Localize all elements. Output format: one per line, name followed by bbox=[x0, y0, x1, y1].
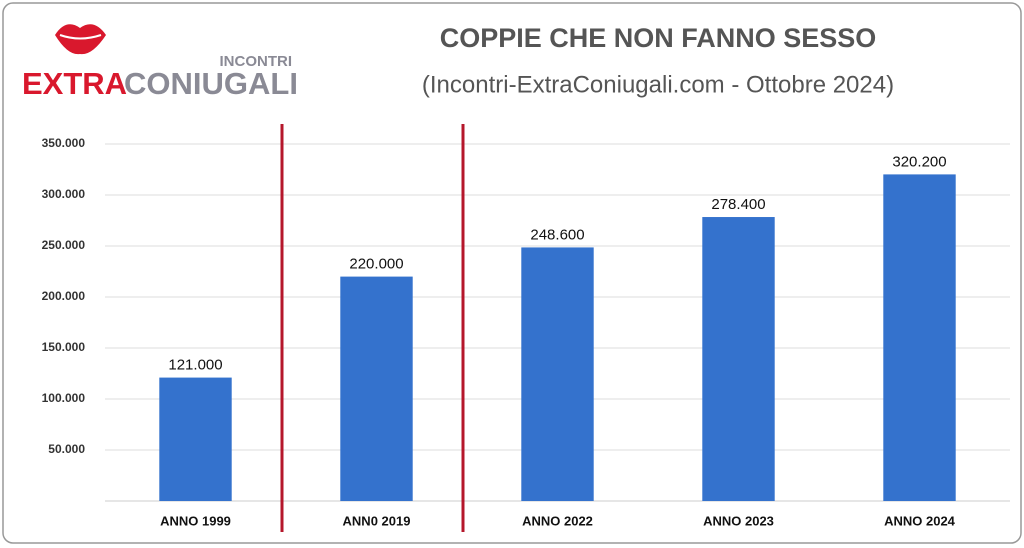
bar bbox=[521, 247, 594, 501]
value-label: 320.200 bbox=[892, 153, 946, 170]
y-tick-label: 300.000 bbox=[42, 187, 86, 201]
y-tick-label: 100.000 bbox=[42, 391, 86, 405]
y-tick-label: 50.000 bbox=[48, 442, 85, 456]
logo-lips-line bbox=[59, 34, 102, 40]
value-label: 248.600 bbox=[530, 226, 584, 243]
logo-top: INCONTRI bbox=[220, 53, 293, 70]
bar bbox=[702, 217, 775, 502]
logo: INCONTRI EXTRA CONIUGALI bbox=[22, 24, 298, 101]
y-tick-label: 350.000 bbox=[42, 136, 86, 150]
x-tick-label: ANN0 2019 bbox=[343, 513, 411, 528]
y-tick-label: 200.000 bbox=[42, 289, 86, 303]
value-label: 220.000 bbox=[349, 256, 403, 273]
chart-title: COPPIE CHE NON FANNO SESSO bbox=[440, 23, 877, 53]
x-tick-label: ANNO 1999 bbox=[160, 513, 231, 528]
bar bbox=[883, 174, 956, 501]
bar bbox=[159, 377, 232, 501]
x-tick-label: ANNO 2024 bbox=[884, 513, 956, 528]
y-tick-label: 250.000 bbox=[42, 238, 86, 252]
x-tick-label: ANNO 2022 bbox=[522, 513, 593, 528]
logo-left: EXTRA bbox=[22, 66, 127, 101]
value-label: 121.000 bbox=[168, 357, 222, 374]
bar bbox=[340, 276, 413, 501]
value-label: 278.400 bbox=[711, 196, 765, 213]
x-tick-label: ANNO 2023 bbox=[703, 513, 774, 528]
y-tick-label: 150.000 bbox=[42, 340, 86, 354]
chart-subtitle: (Incontri-ExtraConiugali.com - Ottobre 2… bbox=[422, 71, 894, 98]
logo-right: CONIUGALI bbox=[124, 66, 298, 101]
